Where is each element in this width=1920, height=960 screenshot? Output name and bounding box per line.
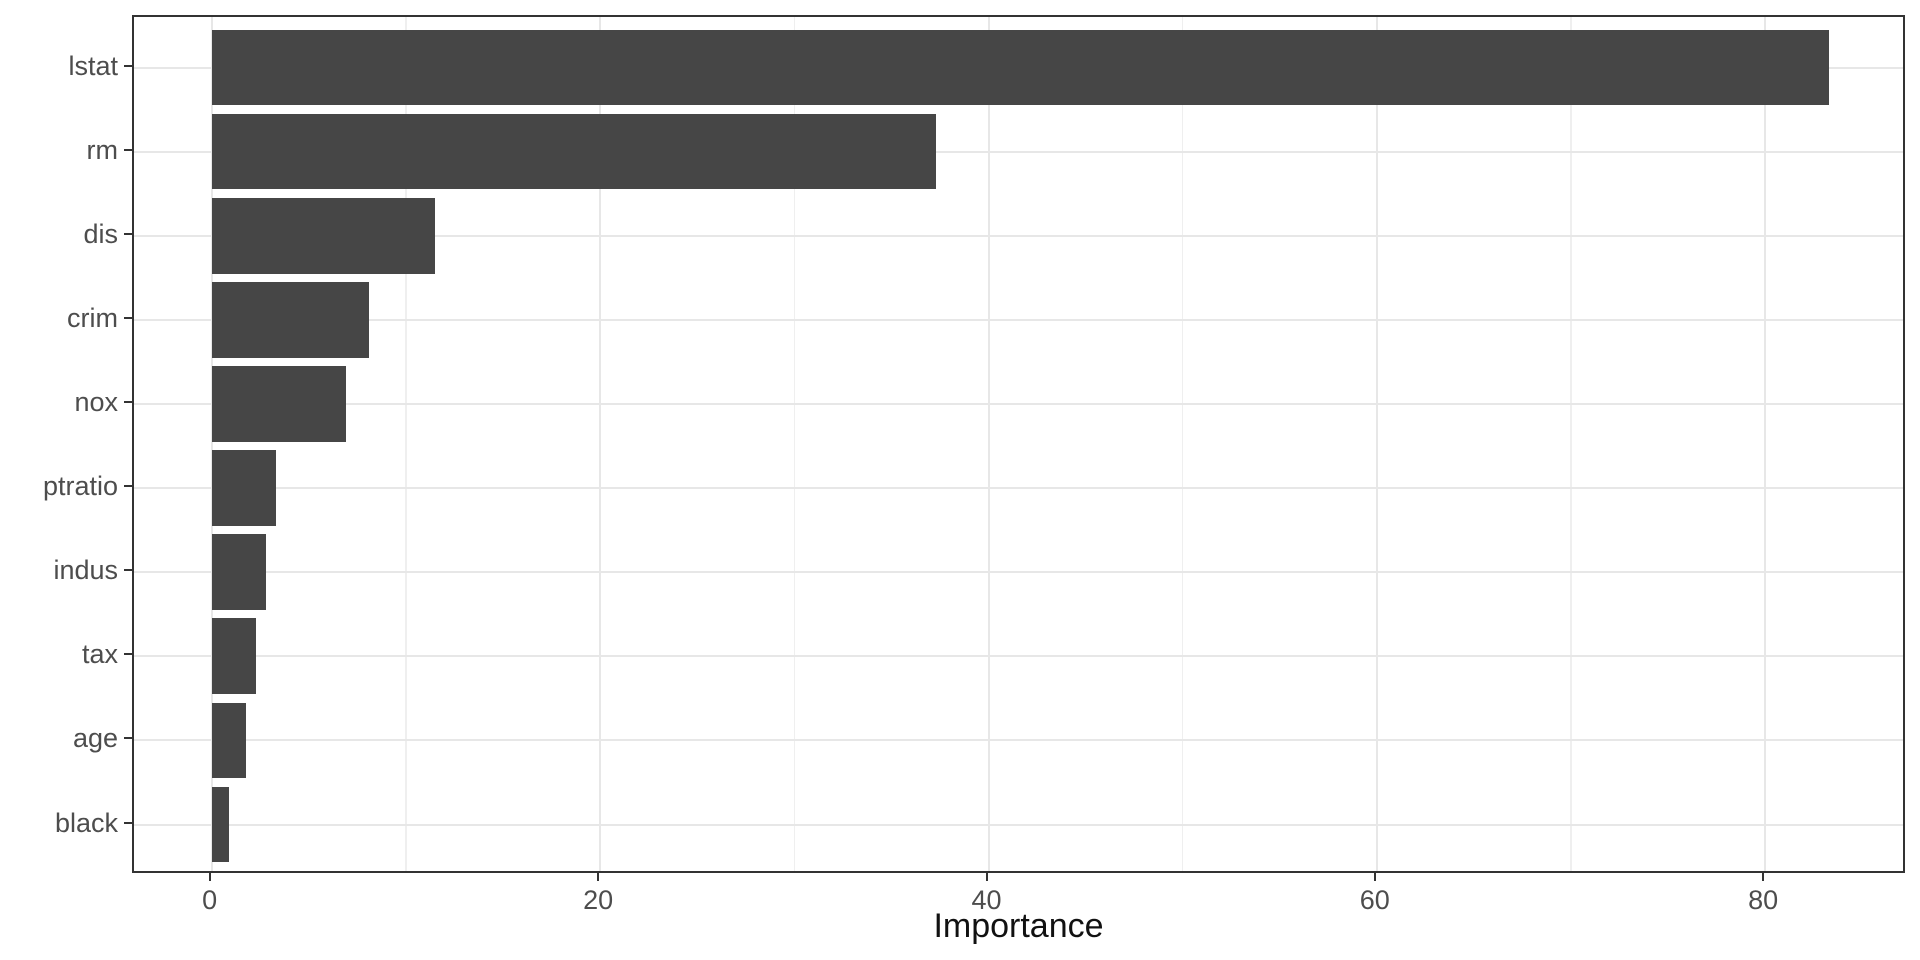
gridline-major-vertical: [1764, 17, 1767, 871]
bar-crim: [211, 282, 369, 358]
y-tick-mark: [124, 821, 132, 824]
y-tick-label-indus: indus: [53, 555, 118, 586]
x-tick-label: 20: [583, 885, 614, 915]
y-tick-label-nox: nox: [74, 386, 118, 417]
gridline-major-vertical: [987, 17, 990, 871]
y-tick-mark: [124, 737, 132, 740]
y-tick-mark: [124, 148, 132, 151]
gridline-major-vertical: [210, 17, 213, 871]
gridline-major-horizontal: [134, 655, 1903, 658]
x-axis-title: Importance: [933, 907, 1104, 945]
gridline-minor-vertical: [1181, 17, 1184, 871]
gridline-minor-vertical: [793, 17, 795, 871]
bar-tax: [211, 618, 257, 695]
y-tick-mark: [124, 653, 132, 656]
x-tick-label: 80: [1748, 885, 1779, 915]
bar-indus: [211, 534, 267, 610]
bar-black: [211, 786, 230, 863]
bar-lstat: [211, 29, 1830, 106]
gridline-minor-vertical: [1570, 17, 1572, 871]
x-tick-mark: [208, 873, 211, 881]
x-tick-mark: [597, 873, 600, 881]
bar-rm: [211, 113, 936, 190]
bar-age: [211, 702, 246, 779]
gridline-major-horizontal: [134, 234, 1903, 237]
y-tick-label-dis: dis: [83, 218, 118, 249]
y-tick-label-age: age: [72, 723, 118, 754]
gridline-major-horizontal: [134, 823, 1903, 826]
gridline-minor-vertical: [405, 17, 407, 871]
y-tick-label-black: black: [54, 807, 118, 838]
gridline-major-horizontal: [134, 571, 1903, 574]
y-tick-mark: [124, 232, 132, 235]
plot-panel: [132, 15, 1905, 873]
x-tick-label: 0: [202, 885, 218, 915]
bar-dis: [211, 197, 435, 274]
gridline-major-horizontal: [134, 318, 1903, 321]
y-tick-mark: [124, 400, 132, 403]
y-tick-mark: [124, 316, 132, 319]
x-tick-mark: [1762, 873, 1765, 881]
bar-ptratio: [211, 450, 276, 526]
x-tick-mark: [1373, 873, 1376, 881]
y-tick-mark: [124, 485, 132, 488]
gridline-major-horizontal: [134, 739, 1903, 742]
y-tick-label-lstat: lstat: [68, 50, 118, 81]
y-tick-mark: [124, 64, 132, 67]
gridline-major-horizontal: [134, 402, 1903, 405]
gridline-major-horizontal: [134, 150, 1903, 153]
y-tick-label-rm: rm: [86, 134, 118, 165]
y-tick-mark: [124, 569, 132, 572]
y-tick-label-crim: crim: [67, 302, 118, 333]
gridline-major-vertical: [599, 17, 602, 871]
y-tick-label-tax: tax: [81, 639, 118, 670]
x-tick-label: 60: [1359, 885, 1390, 915]
bar-nox: [211, 366, 346, 442]
x-tick-mark: [985, 873, 988, 881]
gridline-major-horizontal: [134, 487, 1903, 490]
y-tick-label-ptratio: ptratio: [42, 471, 118, 502]
x-tick-label: 40: [971, 885, 1002, 915]
gridline-major-vertical: [1375, 17, 1378, 871]
